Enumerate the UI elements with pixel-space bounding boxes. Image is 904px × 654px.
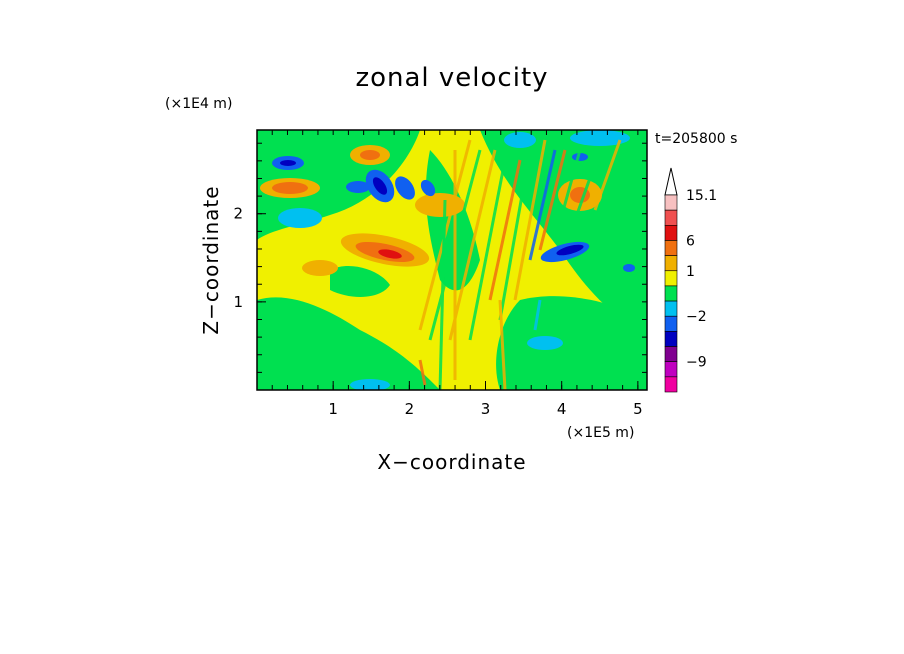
- colorbar-segment: [664, 361, 678, 378]
- contour-region: [556, 244, 584, 256]
- colorbar-segment: [664, 331, 678, 347]
- contour-region: [280, 160, 296, 166]
- contour-region: [372, 177, 388, 195]
- colorbar-segment: [664, 270, 678, 287]
- x-axis-label: X−coordinate: [377, 450, 526, 474]
- contour-region: [272, 182, 308, 194]
- contour-region: [378, 249, 402, 259]
- x-tick-labels: 1 2 3 4 5: [328, 400, 642, 418]
- x-tick-label: 4: [557, 400, 567, 418]
- contour-region: [278, 208, 322, 228]
- y-tick-label: 1: [233, 293, 243, 311]
- contour-region: [350, 379, 390, 390]
- time-label: t=205800 s: [655, 131, 737, 147]
- contour-region: [504, 132, 536, 148]
- colorbar-label: 1: [686, 264, 695, 280]
- contour-field: [257, 130, 647, 390]
- colorbar: [664, 167, 678, 393]
- colorbar-segment: [664, 300, 678, 317]
- contour-region: [420, 179, 436, 197]
- axis-minor-ticks: [257, 130, 647, 390]
- colorbar-segment: [664, 240, 678, 256]
- colorbar-label: 15.1: [686, 188, 717, 204]
- x-tick-label: 1: [328, 400, 338, 418]
- x-axis-unit: (×1E5 m): [567, 425, 634, 441]
- x-tick-label: 5: [633, 400, 643, 418]
- x-tick-label: 2: [405, 400, 415, 418]
- contour-region: [496, 296, 647, 390]
- colorbar-segment: [664, 376, 678, 393]
- chart-title: zonal velocity: [355, 63, 548, 93]
- contour-region: [623, 264, 635, 272]
- contour-region: [395, 176, 415, 200]
- contour-region: [257, 130, 300, 175]
- colorbar-segment: [664, 255, 678, 272]
- y-tick-label: 2: [233, 205, 243, 223]
- colorbar-labels: 15.1 6 1 −2 −9: [686, 188, 717, 371]
- colorbar-segment: [664, 194, 678, 211]
- colorbar-segment: [664, 315, 678, 332]
- x-tick-label: 3: [481, 400, 491, 418]
- contour-region: [570, 130, 630, 146]
- contour-region: [415, 193, 465, 217]
- colorbar-segment: [664, 346, 678, 362]
- colorbar-segment: [664, 209, 678, 226]
- colorbar-segment: [664, 285, 678, 302]
- colorbar-segment: [664, 225, 678, 241]
- colorbar-label: −9: [686, 355, 707, 371]
- contour-region: [360, 150, 380, 160]
- colorbar-extend-arrow: [664, 167, 678, 196]
- wave-streaks: [418, 139, 622, 390]
- plot-frame: [256, 129, 648, 391]
- contour-region: [330, 265, 390, 297]
- colorbar-label: −2: [686, 309, 707, 325]
- y-tick-labels: 12: [233, 205, 243, 311]
- contour-region: [302, 260, 338, 276]
- y-axis-unit: (×1E4 m): [165, 96, 232, 112]
- y-axis-label: Z−coordinate: [199, 185, 223, 334]
- contour-region: [257, 297, 440, 390]
- contour-region: [527, 336, 563, 350]
- colorbar-label: 6: [686, 233, 695, 249]
- contour-region: [346, 181, 370, 193]
